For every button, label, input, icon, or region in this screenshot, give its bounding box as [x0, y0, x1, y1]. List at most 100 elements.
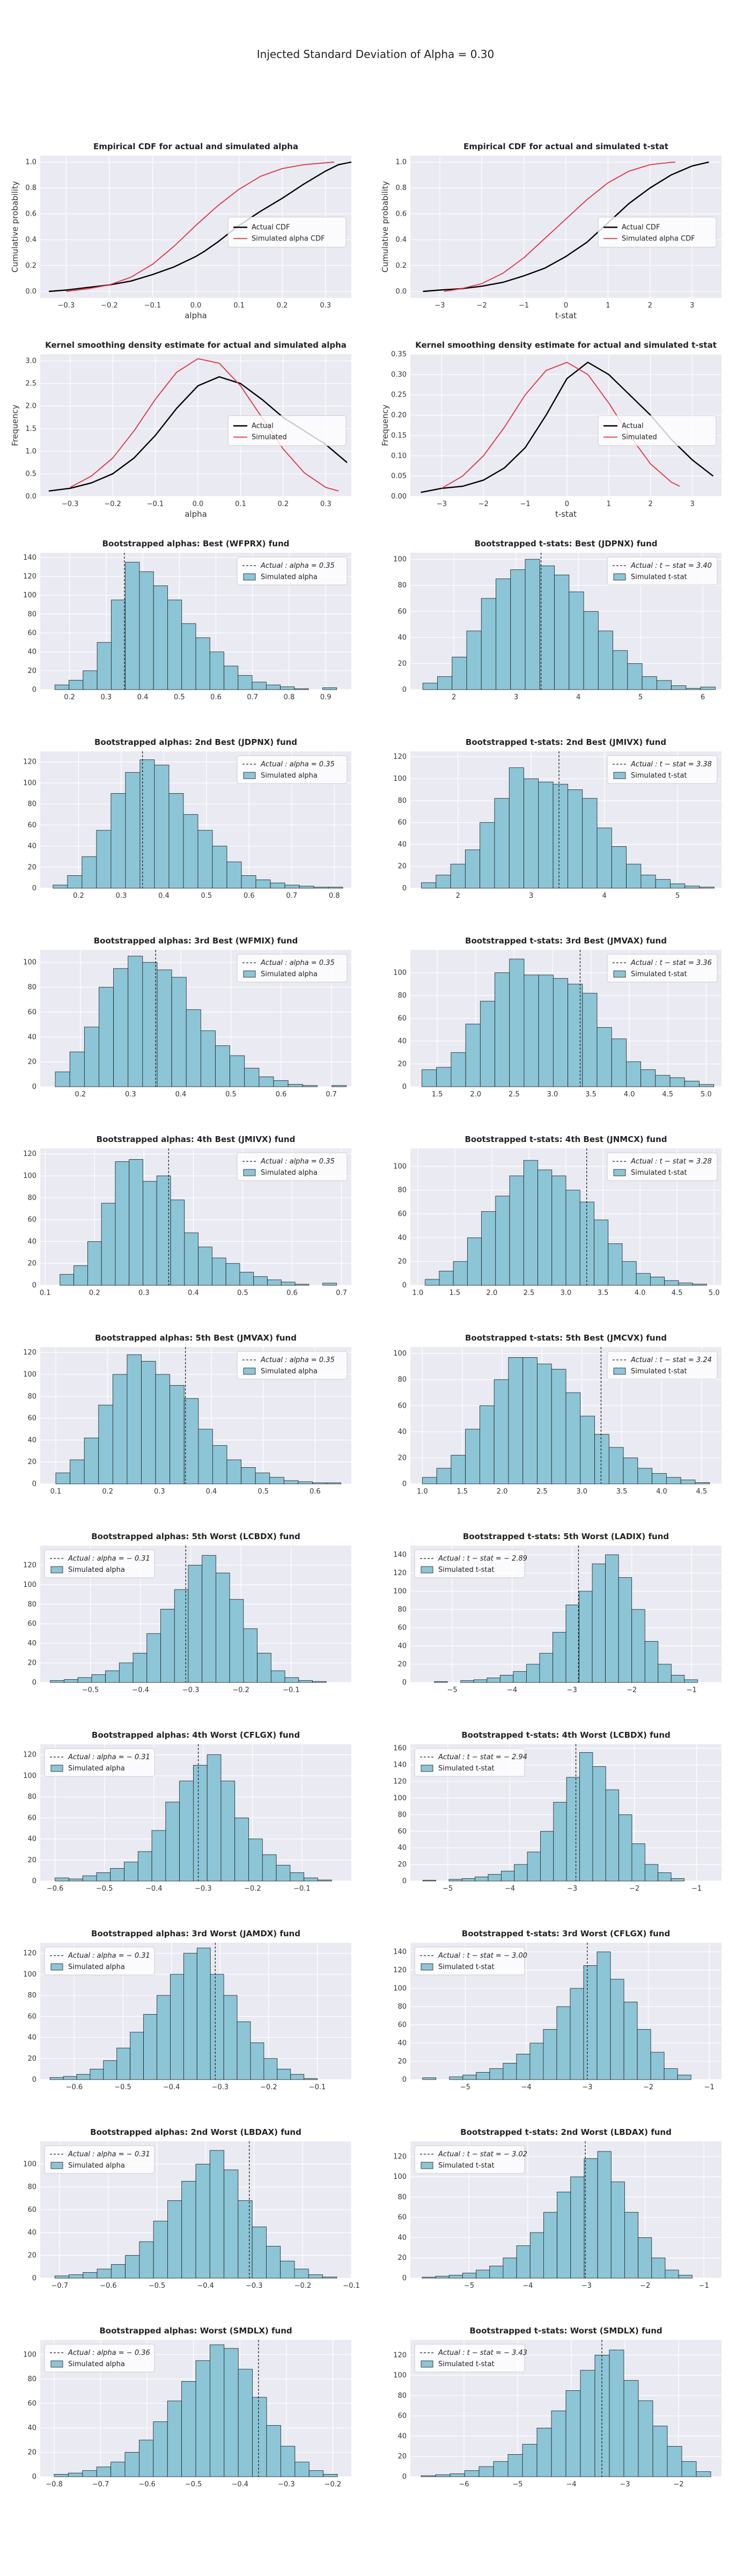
- y-tick-label: 0.4: [395, 236, 407, 244]
- x-tick-label: 5.0: [709, 1289, 720, 1297]
- y-tick-label: 0: [32, 1877, 36, 1885]
- y-tick-label: 0.35: [391, 350, 407, 358]
- x-tick-label: −3: [582, 2083, 592, 2091]
- series-line-2: [66, 162, 334, 292]
- legend-actual-label: Actual : alpha = − 0.31: [68, 1753, 150, 1761]
- y-tick-label: 40: [27, 1436, 36, 1444]
- histogram-bar: [111, 599, 126, 690]
- histogram-bar: [280, 686, 295, 690]
- x-tick-label: 3.5: [616, 1488, 628, 1496]
- histogram-bar: [671, 685, 687, 690]
- histogram-bar: [281, 2446, 296, 2477]
- histogram-bar: [146, 1633, 161, 1683]
- panel-title: Bootstrapped t-stats: Worst (SMDLX) fund: [469, 2326, 662, 2336]
- histogram-bar: [651, 2257, 666, 2279]
- histogram-bar: [91, 1674, 106, 1683]
- histogram-bar: [322, 1283, 337, 1286]
- histogram-bar: [188, 1565, 203, 1683]
- y-tick-label: 40: [27, 1033, 36, 1041]
- histogram-bar: [181, 623, 196, 690]
- histogram-bar: [524, 975, 539, 1087]
- histogram-bar: [421, 2475, 436, 2477]
- y-tick-label: 0: [402, 2076, 407, 2084]
- x-tick-label: −0.3: [58, 302, 75, 310]
- x-tick-label: 0.7: [336, 1289, 347, 1297]
- x-tick-label: −0.4: [132, 1686, 149, 1694]
- panel-title: Bootstrapped alphas: 5th Worst (LCBDX) f…: [91, 1532, 300, 1541]
- histogram-bar: [167, 2401, 182, 2477]
- histogram-bar: [82, 2470, 97, 2477]
- legend-sim-swatch: [50, 2162, 63, 2169]
- histogram-bar: [60, 1274, 75, 1286]
- y-tick-label: 100: [23, 1971, 36, 1979]
- legend-actual-label: Actual : alpha = 0.35: [260, 1356, 335, 1364]
- x-tick-label: −4: [522, 2282, 533, 2290]
- legend-box: [44, 1549, 155, 1578]
- y-tick-label: 20: [397, 2453, 407, 2461]
- legend-sim-swatch: [421, 1963, 433, 1971]
- histogram-bar: [551, 1368, 566, 1484]
- legend: Actual : t − stat = 3.38 Simulated t-stat: [607, 755, 718, 784]
- y-tick-label: 100: [23, 591, 36, 599]
- histogram-bar: [666, 1477, 681, 1484]
- y-tick-label: 20: [27, 1260, 36, 1268]
- x-tick-label: 0.2: [73, 892, 84, 900]
- legend: Actual Simulated: [227, 415, 347, 446]
- x-tick-label: 0.5: [257, 1488, 269, 1496]
- x-tick-label: 6: [701, 693, 705, 701]
- x-tick-label: 3.5: [585, 1091, 597, 1099]
- histogram-bar: [284, 884, 300, 889]
- histogram-bar: [671, 1878, 684, 1882]
- x-tick-label: 3: [529, 892, 533, 900]
- panel-11: 0.1 0.2 0.3 0.4 0.5 0.6 0.7 0 20 40 60 80 100 120 Boot…: [23, 1135, 351, 1297]
- histogram-bar: [137, 1851, 152, 1882]
- histogram-bar: [565, 1190, 580, 1286]
- histogram-bar: [527, 1851, 541, 1882]
- histogram-bar: [464, 2470, 480, 2477]
- histogram-bar: [64, 1679, 78, 1683]
- histogram-bar: [553, 1802, 567, 1882]
- histogram-bar: [195, 2360, 210, 2477]
- histogram-bar: [536, 2427, 552, 2477]
- panel-title: Kernel smoothing density estimate for ac…: [45, 340, 347, 350]
- histogram-bar: [667, 2446, 682, 2477]
- y-tick-label: 0: [402, 2274, 407, 2282]
- histogram-bar: [437, 676, 453, 690]
- y-tick-label: 100: [393, 2173, 407, 2181]
- histogram-bar: [55, 1473, 70, 1484]
- histogram-bar: [598, 631, 613, 690]
- legend-sim-label: Simulated alpha: [68, 1566, 125, 1574]
- histogram-bar: [461, 1878, 476, 1882]
- histogram-bar: [197, 830, 213, 889]
- y-tick-label: 120: [393, 2153, 407, 2161]
- y-tick-label: 60: [27, 1620, 36, 1628]
- histogram-bar: [619, 1814, 632, 1882]
- histogram-bar: [96, 1872, 111, 1882]
- y-tick-label: 100: [393, 1587, 407, 1596]
- histogram-bar: [183, 814, 198, 889]
- histogram-bar: [556, 2006, 571, 2080]
- y-tick-label: 40: [27, 1835, 36, 1843]
- x-tick-label: 0.2: [75, 1091, 86, 1099]
- y-tick-label: 20: [27, 1058, 36, 1066]
- y-tick-label: 100: [23, 958, 36, 967]
- histogram-bar: [73, 1265, 88, 1286]
- x-tick-label: −4: [566, 2480, 576, 2489]
- histogram-bar: [488, 1874, 502, 1882]
- histogram-bar: [139, 571, 154, 690]
- histogram-bar: [696, 2471, 711, 2477]
- histogram-bar: [308, 2274, 323, 2279]
- histogram-bar: [294, 2462, 310, 2477]
- y-tick-label: 120: [23, 1349, 36, 1357]
- legend-sim-swatch: [243, 1367, 256, 1375]
- histogram-bar: [294, 688, 309, 690]
- legend: Actual : t − stat = 3.28 Simulated t-stat: [607, 1152, 718, 1181]
- x-tick-label: −5: [512, 2480, 522, 2489]
- histogram-bar: [669, 1077, 685, 1087]
- y-tick-label: 2.0: [25, 402, 36, 411]
- histogram-bar: [623, 2380, 639, 2477]
- histogram-bar: [678, 2274, 693, 2279]
- histogram-bar: [569, 591, 584, 690]
- histogram-bar: [436, 1468, 452, 1484]
